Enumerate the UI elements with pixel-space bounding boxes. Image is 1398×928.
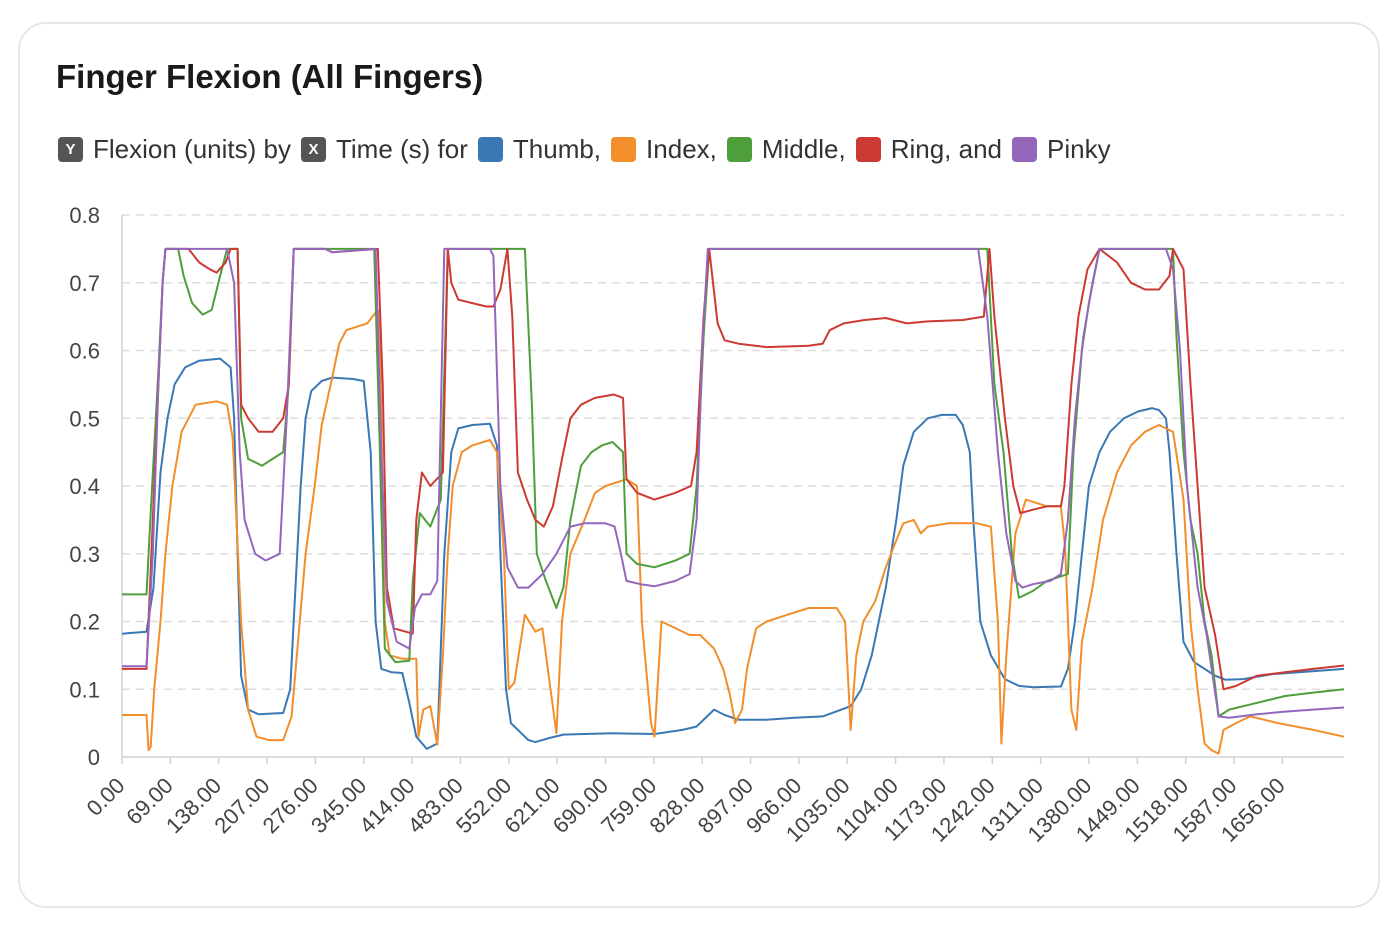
middle-legend-label[interactable]: Middle, [761, 133, 846, 164]
thumb-legend-label[interactable]: Thumb, [512, 133, 602, 164]
index-legend-label[interactable]: Index, [646, 133, 717, 164]
y-tick-label: 0.5 [69, 406, 100, 431]
thumb-swatch[interactable] [477, 136, 503, 162]
y-tick-label: 0.2 [69, 610, 100, 635]
y-tick-label: 0.3 [69, 542, 100, 567]
middle-swatch[interactable] [726, 136, 752, 162]
pinky-swatch[interactable] [1012, 136, 1038, 162]
middle-series-line [122, 247, 1345, 718]
pinky-series-line [122, 247, 1345, 719]
index-series-line [122, 308, 1345, 755]
ring-legend-label[interactable]: Ring, and [890, 133, 1003, 164]
x-axis-badge: X [300, 136, 326, 162]
y-tick-label: 0.7 [69, 271, 100, 296]
pinky-legend-label[interactable]: Pinky [1047, 133, 1111, 164]
y-tick-label: 0 [88, 745, 100, 770]
chart-title: Finger Flexion (All Fingers) [56, 58, 484, 95]
ring-swatch[interactable] [855, 136, 881, 162]
y-axis-legend-text: Flexion (units) by [93, 133, 291, 164]
ring-series-line [122, 247, 1345, 691]
index-swatch[interactable] [611, 136, 637, 162]
y-tick-label: 0.4 [69, 474, 100, 499]
y-tick-label: 0.8 [69, 203, 100, 228]
y-tick-label: 0.6 [69, 339, 100, 364]
y-tick-label: 0.1 [69, 677, 100, 702]
x-axis-legend-text: Time (s) for [335, 133, 468, 164]
chart-legend: Y Flexion (units) by X Time (s) for Thum… [58, 132, 1121, 166]
y-axis-badge: Y [58, 136, 83, 162]
